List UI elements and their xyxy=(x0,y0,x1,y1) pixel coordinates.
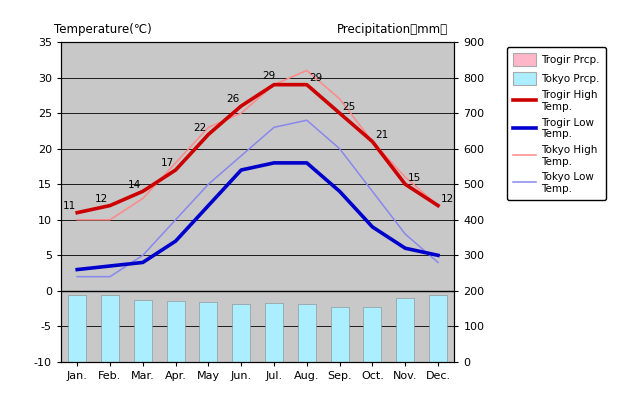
Bar xyxy=(429,295,447,362)
Bar xyxy=(265,303,283,362)
Text: Temperature(℃): Temperature(℃) xyxy=(54,23,152,36)
Text: 12: 12 xyxy=(95,194,109,204)
Bar xyxy=(134,300,152,362)
Text: 12: 12 xyxy=(440,194,454,204)
Legend: Trogir Prcp., Tokyo Prcp., Trogir High
Temp., Trogir Low
Temp., Tokyo High
Temp.: Trogir Prcp., Tokyo Prcp., Trogir High T… xyxy=(507,47,606,200)
Text: 21: 21 xyxy=(375,130,388,140)
Text: 14: 14 xyxy=(128,180,141,190)
Text: 17: 17 xyxy=(161,158,174,168)
Bar xyxy=(200,302,218,362)
Bar xyxy=(364,306,381,362)
Bar xyxy=(166,301,184,362)
Bar xyxy=(68,295,86,362)
Bar xyxy=(331,308,349,362)
Bar xyxy=(298,304,316,362)
Bar xyxy=(232,304,250,362)
Bar xyxy=(101,295,119,362)
Text: 15: 15 xyxy=(408,173,421,183)
Text: 29: 29 xyxy=(309,73,323,83)
Text: 26: 26 xyxy=(227,94,240,104)
Text: 22: 22 xyxy=(194,123,207,133)
Text: Precipitation（mm）: Precipitation（mm） xyxy=(337,23,448,36)
Text: 25: 25 xyxy=(342,102,355,112)
Text: 11: 11 xyxy=(63,201,76,211)
Bar xyxy=(396,298,414,362)
Text: 29: 29 xyxy=(262,71,276,81)
